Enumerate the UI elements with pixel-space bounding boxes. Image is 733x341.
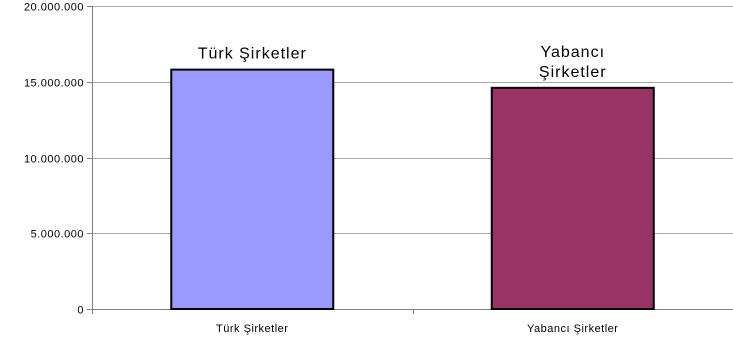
- data-labels: Türk Şirketler Yabancı Şirketler: [198, 44, 607, 81]
- x-tick-label: Türk Şirketler: [216, 323, 288, 335]
- bar: [170, 68, 335, 310]
- x-tick-label: Yabancı Şirketler: [527, 323, 618, 335]
- y-tick-label: 5.000.000: [31, 229, 84, 241]
- y-tick-label: 0: [77, 305, 84, 317]
- x-axis: Türk Şirketler Yabancı Şirketler: [92, 309, 733, 335]
- data-label: Yabancı: [540, 44, 605, 61]
- bar: [490, 86, 655, 310]
- data-label: Türk Şirketler: [198, 46, 307, 63]
- bars: [170, 68, 655, 310]
- y-axis: 0 5.000.000 10.000.000 15.000.000 20.000.000: [24, 2, 93, 317]
- y-tick-label: 10.000.000: [24, 154, 84, 166]
- y-tick-label: 15.000.000: [24, 78, 84, 90]
- data-label: Şirketler: [539, 64, 607, 81]
- y-tick-label: 20.000.000: [24, 2, 84, 14]
